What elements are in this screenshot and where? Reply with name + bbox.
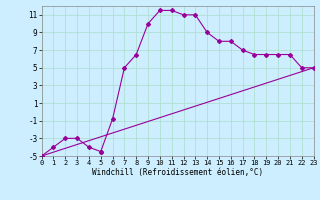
X-axis label: Windchill (Refroidissement éolien,°C): Windchill (Refroidissement éolien,°C) xyxy=(92,168,263,177)
